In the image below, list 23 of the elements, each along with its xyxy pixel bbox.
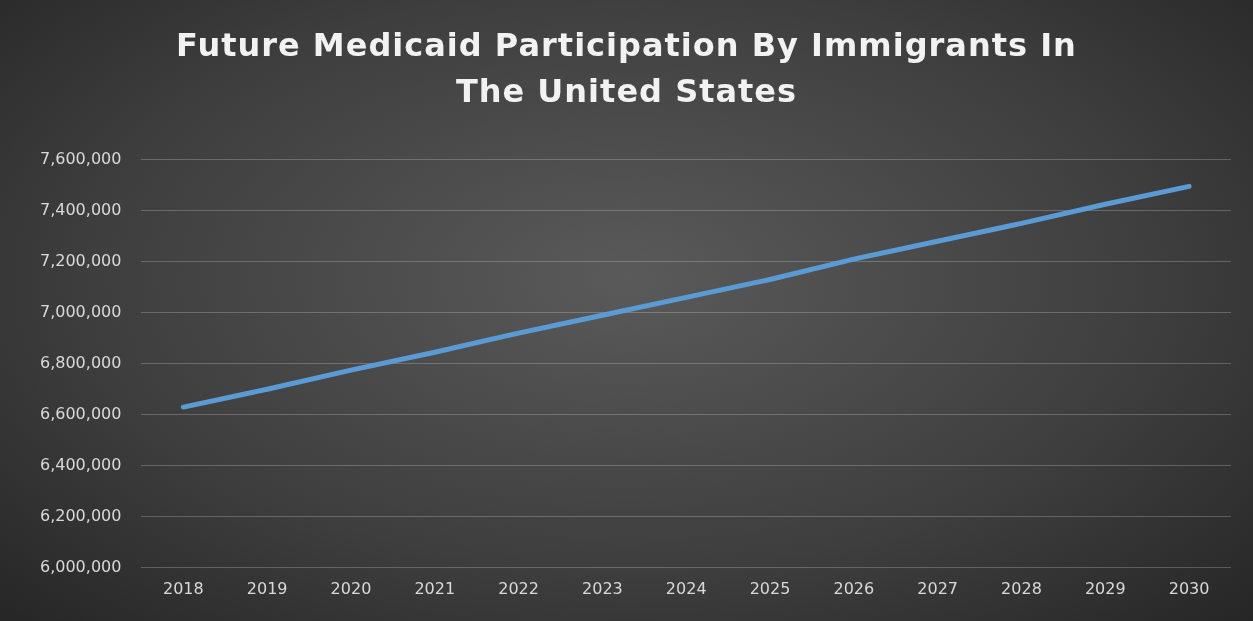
x-tick-label: 2021	[414, 578, 456, 598]
x-tick-label: 2023	[582, 578, 623, 598]
y-tick-label: 6,800,000	[39, 352, 122, 372]
x-tick-label: 2018	[162, 578, 204, 598]
x-tick-label: 2022	[498, 578, 539, 598]
x-tick-label: 2027	[917, 578, 959, 598]
x-tick-label: 2026	[833, 578, 875, 598]
x-tick-label: 2029	[1084, 578, 1126, 598]
x-tick-label: 2019	[246, 578, 288, 598]
x-tick-label: 2024	[665, 578, 707, 598]
x-tick-label: 2028	[1001, 578, 1042, 598]
x-tick-label: 2020	[330, 578, 372, 598]
x-tick-label: 2025	[749, 578, 791, 598]
y-tick-label: 6,400,000	[39, 454, 122, 474]
y-tick-label: 6,200,000	[39, 505, 122, 525]
x-tick-label: 2030	[1168, 578, 1210, 598]
y-tick-label: 7,600,000	[39, 148, 122, 168]
y-tick-label: 6,600,000	[39, 403, 122, 423]
y-tick-label: 6,000,000	[39, 556, 122, 576]
y-tick-label: 7,000,000	[39, 301, 122, 321]
chart-title: Future Medicaid Participation By Immigrants In The United States	[175, 25, 1078, 112]
y-tick-label: 7,400,000	[39, 199, 122, 219]
y-tick-label: 7,200,000	[39, 250, 122, 270]
